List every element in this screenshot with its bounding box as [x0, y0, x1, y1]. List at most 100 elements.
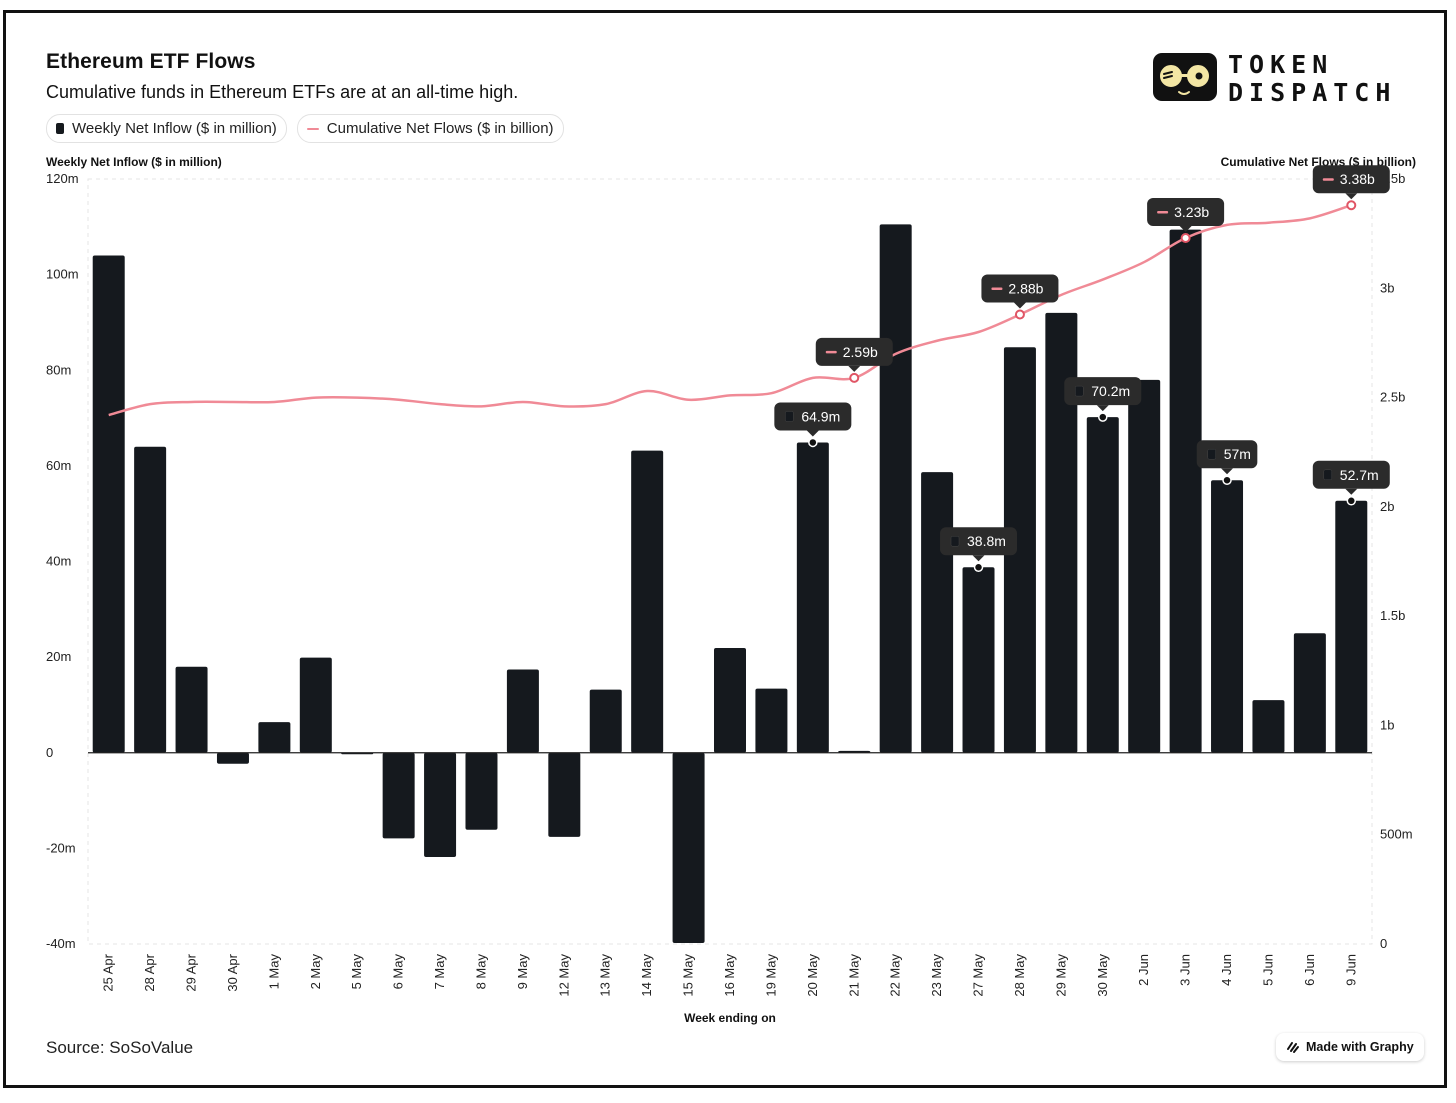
logo-mascot-icon	[1153, 53, 1217, 101]
x-tick-label: 14 May	[639, 954, 654, 997]
cumulative-line	[108, 204, 1352, 417]
legend-label-cumulative-flows: Cumulative Net Flows ($ in billion)	[326, 120, 554, 137]
x-tick-label: 13 May	[598, 954, 613, 997]
chart-title: Ethereum ETF Flows	[46, 50, 256, 73]
x-tick-label: 27 May	[971, 954, 986, 997]
label-text: 38.8m	[967, 533, 1006, 549]
bar-data-label: 57m	[1196, 440, 1258, 485]
x-tick-label: 6 Jun	[1302, 954, 1317, 986]
y2-tick-label: 0	[1380, 936, 1387, 951]
y-tick-label: 120m	[46, 171, 79, 186]
label-box	[1312, 460, 1390, 489]
x-tick-label: 30 Apr	[225, 953, 240, 991]
label-box	[981, 274, 1059, 303]
label-text: 64.9m	[801, 408, 840, 424]
label-text: 2.88b	[1008, 281, 1043, 297]
y2-tick-label: 1b	[1380, 717, 1394, 732]
bar	[1128, 379, 1161, 753]
line-data-label: 2.88b	[981, 274, 1059, 320]
label-bar-swatch	[785, 411, 794, 422]
label-box	[1064, 377, 1142, 406]
bar-point-marker	[973, 562, 984, 572]
x-tick-label: 23 May	[929, 954, 944, 997]
x-tick-label: 16 May	[722, 954, 737, 997]
line-data-label: 2.59b	[815, 337, 893, 383]
bar	[216, 752, 249, 764]
bar-point-marker	[1098, 412, 1108, 422]
x-tick-label: 2 May	[308, 954, 323, 990]
y-tick-label: -20m	[46, 840, 76, 855]
made-with-graphy-badge[interactable]: Made with Graphy	[1276, 1033, 1424, 1061]
bar	[465, 752, 498, 830]
x-tick-label: 2 Jun	[1136, 954, 1151, 986]
y2-tick-label: 2b	[1380, 499, 1394, 514]
label-text: 2.59b	[843, 344, 878, 360]
x-tick-label: 3 Jun	[1178, 954, 1193, 986]
label-pointer	[848, 365, 861, 372]
bar	[175, 666, 208, 753]
bar	[879, 224, 912, 753]
plot-border	[87, 178, 1373, 945]
x-tick-label: 7 May	[432, 954, 447, 990]
bar	[962, 567, 995, 753]
label-line-swatch	[1322, 178, 1334, 181]
bar	[1003, 347, 1036, 753]
bar-data-label: 38.8m	[940, 527, 1018, 572]
label-bar-swatch	[1075, 385, 1084, 397]
line-data-label: 3.38b	[1312, 165, 1390, 211]
bar	[589, 689, 622, 753]
label-pointer	[1096, 405, 1109, 412]
label-box	[1312, 165, 1390, 194]
label-box	[1196, 440, 1258, 469]
bar	[1293, 633, 1326, 753]
legend-item-cumulative-flows[interactable]: Cumulative Net Flows ($ in billion)	[296, 114, 564, 143]
label-bar-swatch	[1207, 448, 1216, 460]
bar	[796, 442, 829, 753]
source-note: Source: SoSoValue	[46, 1038, 194, 1057]
bar	[382, 752, 415, 839]
bar	[672, 752, 705, 944]
x-tick-label: 25 Apr	[101, 953, 116, 991]
bar	[755, 688, 788, 753]
bar	[1252, 700, 1285, 753]
x-tick-label: 5 Jun	[1260, 954, 1275, 986]
legend-label-weekly-inflow: Weekly Net Inflow ($ in million)	[72, 120, 277, 137]
bar-point-marker	[808, 437, 818, 448]
x-tick-label: 4 Jun	[1219, 954, 1234, 986]
y2-tick-label: 1.5b	[1380, 608, 1405, 623]
logo-text-line1: TOKEN	[1228, 50, 1334, 79]
y-axis-title: Weekly Net Inflow ($ in million)	[46, 155, 222, 169]
label-text: 52.7m	[1340, 467, 1379, 483]
label-bar-swatch	[1323, 469, 1333, 481]
x-axis-title: Week ending on	[684, 1011, 776, 1025]
y2-tick-label: 500m	[1380, 827, 1413, 842]
y-tick-label: -40m	[46, 936, 76, 951]
bar	[1211, 480, 1244, 753]
legend-bar-swatch	[56, 123, 64, 134]
label-box	[815, 337, 893, 366]
bar-data-label: 64.9m	[774, 402, 852, 448]
y2-tick-label: 2.5b	[1380, 390, 1405, 405]
bar	[299, 657, 332, 753]
bar	[1086, 417, 1119, 753]
label-text: 57m	[1224, 446, 1251, 462]
chart-frame	[3, 10, 1447, 1088]
legend-item-weekly-inflow[interactable]: Weekly Net Inflow ($ in million)	[46, 114, 287, 143]
line-point-marker	[1014, 309, 1025, 320]
x-tick-label: 9 Jun	[1343, 954, 1358, 986]
y-tick-label: 80m	[46, 362, 71, 377]
bar	[1335, 500, 1368, 753]
bar	[921, 472, 954, 753]
label-line-swatch	[991, 287, 1003, 291]
bar-point-marker	[1222, 475, 1232, 485]
x-tick-label: 20 May	[805, 954, 820, 997]
bar	[506, 669, 539, 753]
label-pointer	[972, 555, 985, 562]
bar	[258, 722, 291, 753]
bar	[631, 450, 664, 753]
token-dispatch-logo: TOKEN DISPATCH	[1152, 50, 1422, 106]
label-pointer	[1221, 468, 1234, 475]
made-with-text: Made with Graphy	[1306, 1040, 1414, 1054]
label-bar-swatch	[950, 535, 960, 547]
